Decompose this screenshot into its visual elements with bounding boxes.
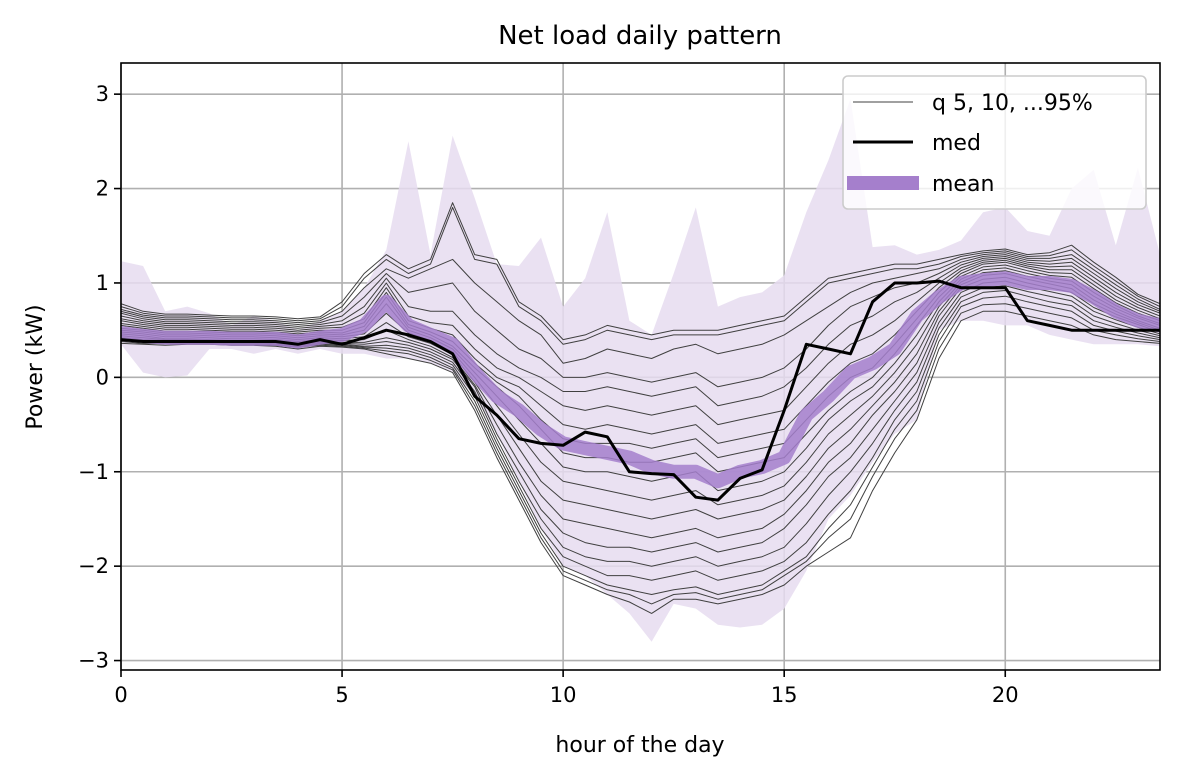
y-tick-label: 2 <box>96 177 109 201</box>
quantile-line <box>121 202 1160 341</box>
quantile-line <box>121 310 1160 614</box>
quantile-line <box>121 259 1160 444</box>
quantile-band-area <box>121 98 1160 642</box>
chart-title: Net load daily pattern <box>498 21 782 51</box>
y-tick-label: −2 <box>78 554 109 578</box>
x-tick-label: 20 <box>992 683 1019 707</box>
quantile-line <box>121 261 1160 459</box>
x-tick-label: 15 <box>771 683 798 707</box>
x-tick-label: 10 <box>550 683 577 707</box>
quantile-band <box>121 98 1160 642</box>
x-tick-label: 5 <box>335 683 348 707</box>
median-line <box>121 279 1160 502</box>
axis-ticks: 0 5 10 15 20 −3 −2 −1 0 1 2 3 <box>78 82 1019 707</box>
legend-label-quantile: q 5, 10, ...95% <box>932 91 1093 116</box>
quantile-line <box>121 257 1160 426</box>
y-axis-label: Power (kW) <box>23 304 48 429</box>
y-tick-label: 3 <box>96 82 109 106</box>
legend-label-mean: mean <box>932 172 994 197</box>
median-series <box>121 279 1160 502</box>
y-tick-label: 0 <box>96 365 109 389</box>
quantile-line <box>121 206 1160 345</box>
x-axis-label: hour of the day <box>555 733 724 758</box>
legend: q 5, 10, ...95% med mean <box>842 75 1147 210</box>
y-tick-label: 1 <box>96 271 109 295</box>
quantile-line <box>121 252 1160 364</box>
x-tick-label: 0 <box>114 683 127 707</box>
legend-box <box>842 75 1147 210</box>
mean-line <box>121 271 1160 489</box>
plot-frame <box>120 62 1161 671</box>
quantile-line <box>121 256 1160 407</box>
y-tick-label: −1 <box>78 460 109 484</box>
mean-series <box>121 271 1160 489</box>
y-tick-label: −3 <box>78 649 109 673</box>
quantile-line <box>121 254 1160 388</box>
legend-label-median: med <box>932 131 981 156</box>
